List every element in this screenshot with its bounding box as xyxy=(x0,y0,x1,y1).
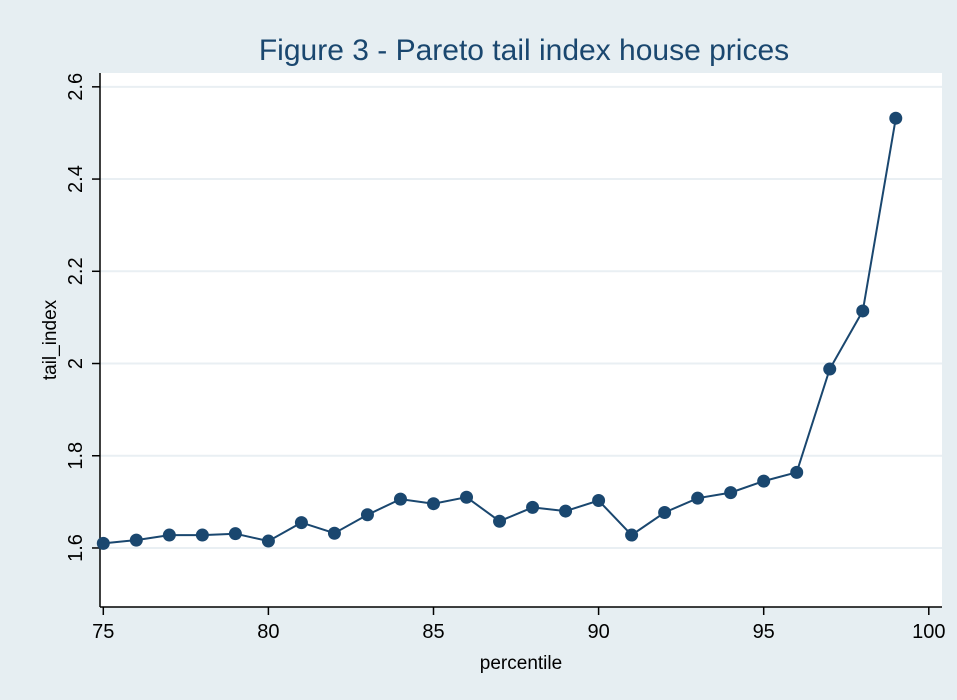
y-tick-label: 2.6 xyxy=(65,73,87,101)
y-tick-label: 2.4 xyxy=(65,165,87,193)
data-point xyxy=(393,492,407,506)
data-point xyxy=(658,505,672,519)
data-point xyxy=(426,497,440,511)
data-point xyxy=(460,490,474,504)
data-point xyxy=(625,528,639,542)
data-point xyxy=(228,527,242,541)
x-tick-label: 90 xyxy=(587,621,609,643)
axes: 75 80 85 90 95 100 1.6 1.8 2 2.2 2.4 2.6 xyxy=(65,73,945,643)
plot-area xyxy=(100,73,942,607)
data-point xyxy=(493,514,507,528)
data-point xyxy=(294,516,308,530)
y-axis-label: tail_index xyxy=(40,299,61,380)
data-point xyxy=(261,534,275,548)
data-point xyxy=(856,304,870,318)
data-point xyxy=(129,533,143,547)
x-tick-label: 85 xyxy=(422,621,444,643)
x-tick-label: 95 xyxy=(753,621,775,643)
data-point xyxy=(526,500,540,514)
x-tick-label: 100 xyxy=(912,621,945,643)
y-tick-label: 2 xyxy=(65,358,87,369)
x-tick-label: 75 xyxy=(92,621,114,643)
data-point xyxy=(790,465,804,479)
data-point xyxy=(592,493,606,507)
data-point xyxy=(162,528,176,542)
y-tick-label: 2.2 xyxy=(65,257,87,285)
y-tick-label: 1.8 xyxy=(65,442,87,470)
grid-lines xyxy=(100,85,942,549)
data-point xyxy=(691,491,705,505)
x-axis-label: percentile xyxy=(480,653,562,674)
data-point xyxy=(360,508,374,522)
chart-title: Figure 3 - Pareto tail index house price… xyxy=(259,34,789,67)
data-point xyxy=(559,504,573,518)
data-point xyxy=(757,474,771,488)
data-point xyxy=(327,526,341,540)
x-tick-label: 80 xyxy=(257,621,279,643)
series-points xyxy=(96,111,903,550)
data-point xyxy=(724,486,738,500)
y-tick-label: 1.6 xyxy=(65,534,87,562)
data-point xyxy=(823,362,837,376)
data-point xyxy=(889,111,903,125)
data-point xyxy=(195,528,209,542)
data-point xyxy=(96,536,110,550)
